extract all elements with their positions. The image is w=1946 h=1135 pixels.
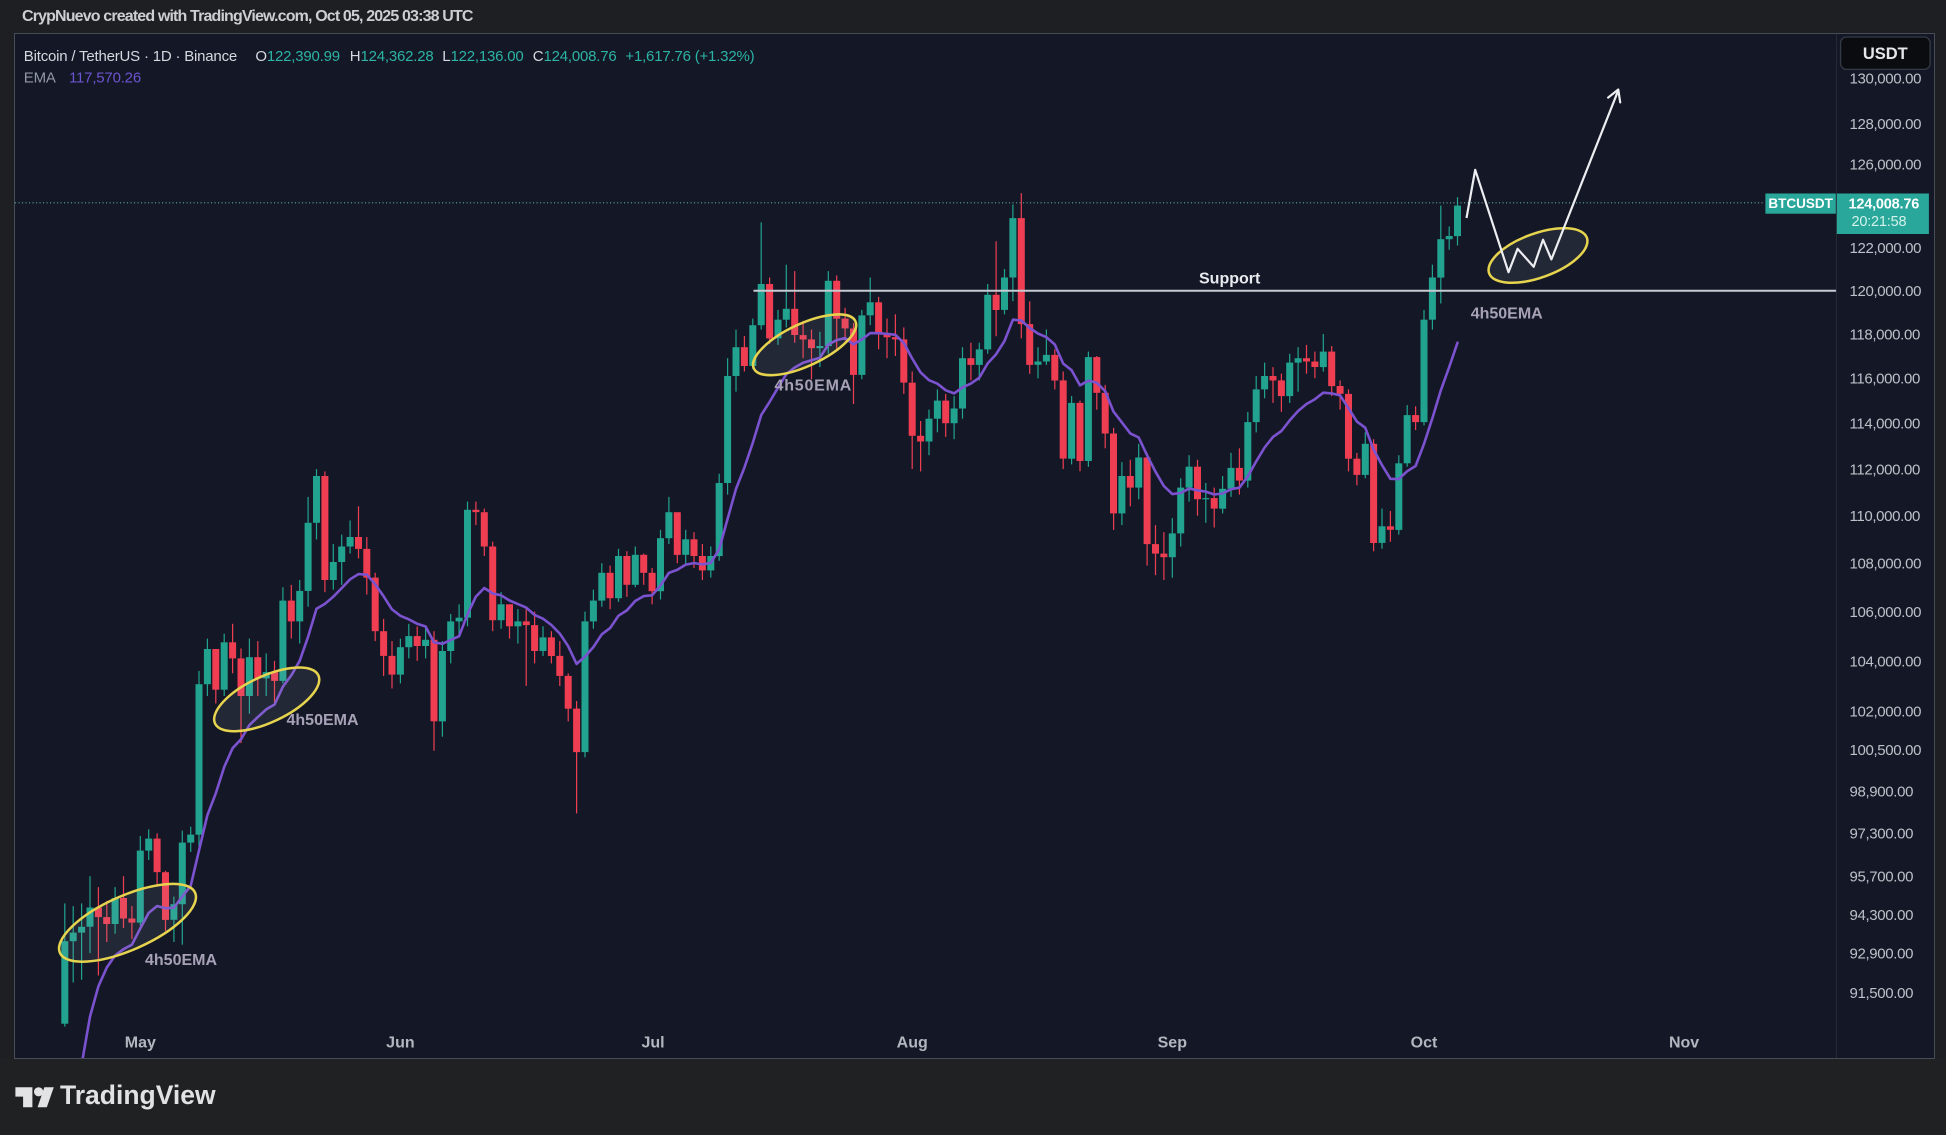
svg-text:130,000.00: 130,000.00 [1850,71,1922,88]
svg-text:114,000.00: 114,000.00 [1850,416,1920,433]
svg-text:122,000.00: 122,000.00 [1850,240,1922,257]
svg-text:Aug: Aug [897,1035,928,1052]
svg-text:May: May [125,1035,156,1052]
svg-text:118,000.00: 118,000.00 [1850,326,1920,343]
svg-text:Oct: Oct [1411,1035,1438,1052]
svg-text:4h50EMA: 4h50EMA [1471,306,1543,323]
svg-text:120,000.00: 120,000.00 [1850,283,1922,300]
svg-text:108,000.00: 108,000.00 [1850,556,1922,573]
svg-text:Bitcoin / TetherUS · 1D · Bina: Bitcoin / TetherUS · 1D · Binance O122,39… [24,48,755,65]
svg-text:Nov: Nov [1669,1035,1699,1052]
svg-text:100,500.00: 100,500.00 [1850,742,1922,759]
svg-text:4h50EMA: 4h50EMA [287,712,359,729]
svg-text:BTCUSDT: BTCUSDT [1768,196,1833,211]
svg-text:4h50EMA: 4h50EMA [775,377,853,394]
svg-text:92,900.00: 92,900.00 [1850,946,1914,963]
svg-text:124,008.76: 124,008.76 [1849,197,1920,213]
svg-text:91,500.00: 91,500.00 [1850,985,1914,1002]
svg-text:116,000.00: 116,000.00 [1850,371,1920,388]
svg-text:USDT: USDT [1863,45,1908,63]
svg-text:Sep: Sep [1158,1035,1188,1052]
svg-text:102,000.00: 102,000.00 [1850,704,1922,721]
svg-text:95,700.00: 95,700.00 [1850,869,1914,886]
svg-text:104,000.00: 104,000.00 [1850,653,1922,670]
svg-text:20:21:58: 20:21:58 [1852,214,1907,230]
svg-text:106,000.00: 106,000.00 [1850,604,1922,621]
svg-text:94,300.00: 94,300.00 [1850,907,1914,924]
svg-text:97,300.00: 97,300.00 [1850,826,1914,843]
svg-text:128,000.00: 128,000.00 [1850,116,1922,133]
svg-text:112,000.00: 112,000.00 [1850,462,1920,479]
svg-text:110,000.00: 110,000.00 [1850,508,1920,525]
svg-text:4h50EMA: 4h50EMA [145,952,217,969]
svg-text:Jun: Jun [386,1035,414,1052]
svg-text:126,000.00: 126,000.00 [1850,157,1922,174]
svg-text:Support: Support [1199,271,1261,288]
svg-text:Jul: Jul [641,1035,664,1052]
svg-text:98,900.00: 98,900.00 [1850,784,1914,801]
svg-text:TradingView: TradingView [60,1080,216,1110]
